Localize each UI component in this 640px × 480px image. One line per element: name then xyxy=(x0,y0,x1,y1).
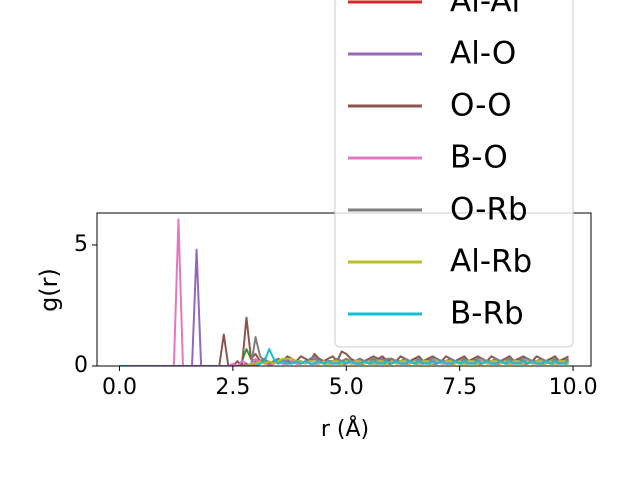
legend-label: O-Rb xyxy=(450,192,528,228)
legend-box xyxy=(334,0,574,348)
x-tick-label: 7.5 xyxy=(442,375,477,400)
y-tick-label: 0 xyxy=(74,353,88,378)
y-axis-label: g(r) xyxy=(35,268,63,312)
x-tick-label: 10.0 xyxy=(549,375,598,400)
legend-label: B-O xyxy=(450,140,508,176)
legend-label: Al-Al xyxy=(450,0,520,20)
series-line xyxy=(119,335,570,366)
series-line xyxy=(119,316,570,366)
legend-label: B-Rb xyxy=(450,296,524,332)
x-tick-label: 2.5 xyxy=(215,375,250,400)
legend-label: Al-O xyxy=(450,36,516,72)
series-line xyxy=(119,348,570,366)
y-tick-label: 5 xyxy=(74,232,88,257)
legend-label: O-O xyxy=(450,88,512,124)
plot-area xyxy=(119,218,570,366)
legend: Al-Al Al-O O-O B-O O-Rb Al-Rb B-Rb xyxy=(334,0,574,348)
legend-label: Al-Rb xyxy=(450,244,532,280)
x-axis-label: r (Å) xyxy=(321,415,369,442)
x-tick-label: 5.0 xyxy=(329,375,364,400)
x-tick-label: 0.0 xyxy=(102,375,137,400)
